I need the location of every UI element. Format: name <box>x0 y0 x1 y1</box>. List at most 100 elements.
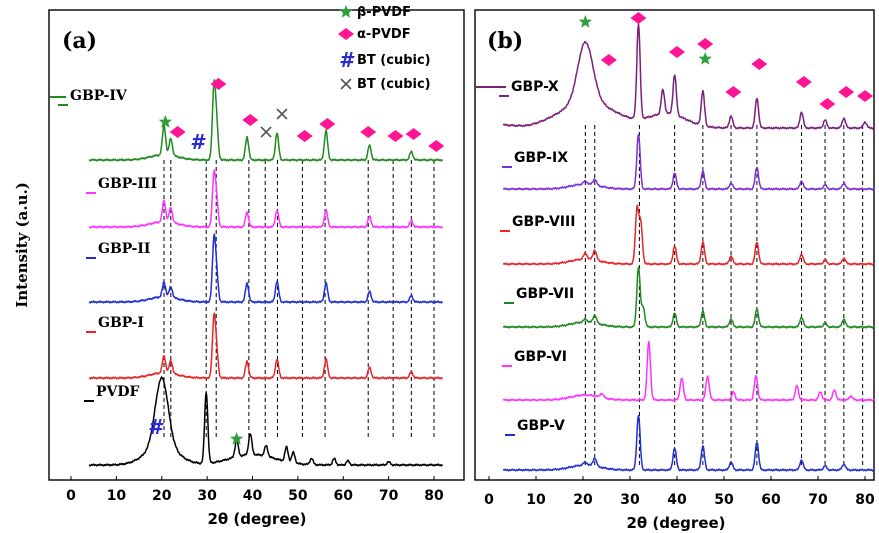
x-tick-label: 10 <box>107 488 127 504</box>
panel-b-markers <box>578 12 873 110</box>
series-line-gbp-vii <box>502 266 875 329</box>
series-line-gbp-v <box>502 414 875 472</box>
panel-a-traces: GBP-IV GBP-III GBP-II GBP-I PVDF <box>50 79 444 467</box>
legend-label-alpha-pvdf: α-PVDF <box>357 27 411 42</box>
cross-marker-5 <box>260 126 272 138</box>
panel-a-label: (a) <box>62 28 97 54</box>
x-tick-label: 70 <box>379 488 399 504</box>
legend-label-bt-cubic-cross: BT (cubic) <box>357 77 431 92</box>
x-tick-label: 60 <box>334 488 354 504</box>
legend: β-PVDF α-PVDF # BT (cubic) BT (cubic) <box>338 5 431 92</box>
x-tick-label: 0 <box>484 492 494 508</box>
diamond-marker-10 <box>838 86 855 98</box>
series-label-gbp-x: GBP-X <box>511 79 559 95</box>
diamond-marker <box>338 28 354 40</box>
x-tick-label: 20 <box>573 492 593 508</box>
series-label-gbp-v: GBP-V <box>517 418 565 434</box>
series-line-pvdf <box>88 376 444 467</box>
diamond-icon <box>338 28 354 40</box>
series-label-gbp-ix: GBP-IX <box>514 150 568 166</box>
star-marker-0 <box>578 15 592 28</box>
series-label-gbp-vii: GBP-VII <box>516 286 574 302</box>
legend-item-bt-cubic-cross: BT (cubic) <box>340 77 431 92</box>
legend-item-beta-pvdf: β-PVDF <box>339 5 411 20</box>
x-tick-label: 80 <box>424 488 444 504</box>
hash-icon: # <box>339 48 355 72</box>
series-label-gbp-iii: GBP-III <box>98 176 157 192</box>
star-marker-5 <box>698 52 712 65</box>
series-label-gbp-i: GBP-I <box>98 315 144 331</box>
series-line-gbp-i <box>88 312 444 380</box>
diamond-marker-2 <box>630 12 647 24</box>
cross-icon <box>340 78 352 90</box>
panel-b-frame <box>474 9 875 481</box>
y-axis-label: Intensity (a.u.) <box>13 182 31 308</box>
series-line-gbp-x <box>502 23 875 130</box>
series-label-pvdf: PVDF <box>96 384 140 400</box>
panel-a-x-axis-title: 2θ (degree) <box>207 510 306 528</box>
panel-b-x-axis-title: 2θ (degree) <box>626 514 725 532</box>
diamond-marker-10 <box>387 130 404 142</box>
diamond-marker-11 <box>405 128 422 140</box>
x-tick-label: 80 <box>855 492 875 508</box>
panel-a-frame <box>48 9 465 481</box>
series-line-gbp-iii <box>88 169 444 229</box>
legend-label-bt-cubic-hash: BT (cubic) <box>357 53 431 68</box>
x-tick-label: 60 <box>761 492 781 508</box>
panel-a-guide-lines <box>163 160 435 440</box>
x-tick-label: 50 <box>714 492 734 508</box>
diamond-marker-4 <box>697 38 714 50</box>
x-tick-label: 0 <box>66 488 76 504</box>
diamond-marker-1 <box>169 126 186 138</box>
diamond-marker-8 <box>319 118 336 130</box>
diamond-marker-7 <box>751 58 768 70</box>
hash-marker-2: # <box>190 130 206 154</box>
cross-marker-6 <box>276 108 288 120</box>
series-line-gbp-iv <box>88 79 444 162</box>
star-marker <box>339 5 353 18</box>
hash-marker: # <box>339 48 355 72</box>
series-label-gbp-vi: GBP-VI <box>514 349 567 365</box>
x-tick-label: 30 <box>197 488 217 504</box>
legend-label-beta-pvdf: β-PVDF <box>357 5 411 20</box>
x-tick-label: 20 <box>152 488 172 504</box>
series-label-gbp-ii: GBP-II <box>98 241 150 257</box>
diamond-marker-1 <box>600 54 617 66</box>
x-tick-label: 40 <box>243 488 263 504</box>
diamond-marker-8 <box>795 76 812 88</box>
series-label-gbp-iv: GBP-IV <box>70 88 128 104</box>
legend-item-bt-cubic-hash: # BT (cubic) <box>339 48 431 72</box>
diamond-marker-4 <box>242 114 259 126</box>
svg-text:#: # <box>190 130 206 154</box>
panel-b-guide-lines <box>584 125 864 465</box>
series-line-gbp-viii <box>502 204 875 266</box>
diamond-marker-11 <box>857 90 873 102</box>
panel-b-traces: GBP-X GBP-IX GBP-VIII GBP-VII GBP-VI GBP-V <box>476 23 875 472</box>
panel-a-x-ticks: 0 10 20 30 40 50 60 70 80 <box>66 476 444 504</box>
series-line-gbp-ii <box>88 233 444 304</box>
series-label-gbp-viii: GBP-VIII <box>512 214 575 230</box>
diamond-marker-9 <box>819 98 836 110</box>
panel-b-label: (b) <box>487 28 523 54</box>
star-icon <box>339 5 353 18</box>
x-tick-label: 70 <box>808 492 828 508</box>
cross-marker <box>340 78 352 90</box>
series-line-gbp-ix <box>502 133 875 191</box>
panel-b-x-ticks: 0 10 20 30 40 50 60 70 80 <box>484 476 875 508</box>
diamond-marker-7 <box>296 130 313 142</box>
series-line-gbp-vi <box>502 340 875 402</box>
x-tick-label: 30 <box>620 492 640 508</box>
hash-marker-13: # <box>148 415 164 439</box>
diamond-marker-6 <box>725 86 742 98</box>
star-marker-0 <box>158 115 172 128</box>
svg-text:#: # <box>339 48 355 72</box>
star-marker-14 <box>230 432 244 445</box>
x-tick-label: 10 <box>526 492 546 508</box>
diamond-marker-3 <box>669 46 685 58</box>
diamond-marker-12 <box>428 140 445 152</box>
diamond-marker-3 <box>210 78 227 90</box>
panel-a-markers: ## <box>148 78 445 445</box>
legend-item-alpha-pvdf: α-PVDF <box>338 27 411 42</box>
svg-text:#: # <box>148 415 164 439</box>
